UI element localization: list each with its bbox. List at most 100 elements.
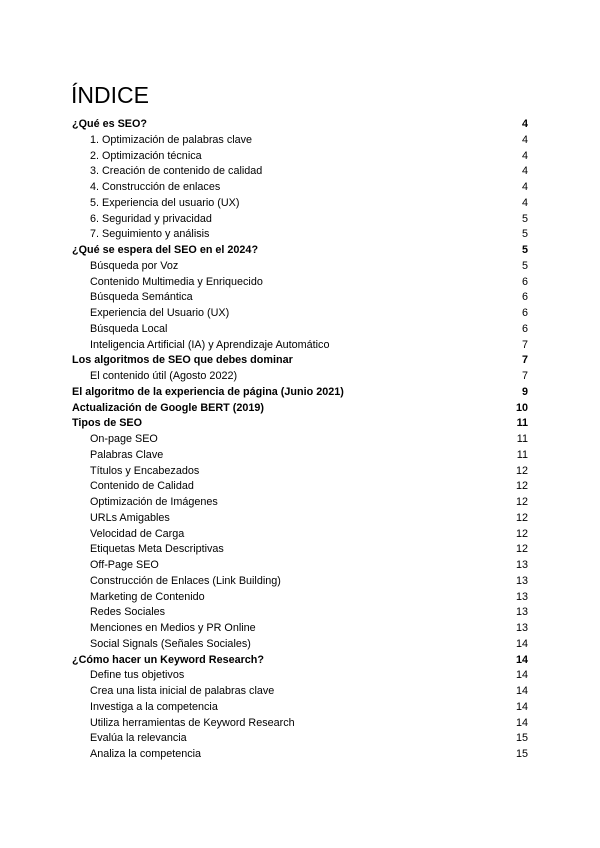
toc-entry-label: Palabras Clave [90, 448, 164, 461]
toc-entry-label: Títulos y Encabezados [90, 464, 200, 477]
toc-section-entry[interactable]: Tipos de SEO 11 [72, 416, 528, 432]
toc-entry-label: Tipos de SEO [72, 417, 142, 430]
toc-subsection-entry[interactable]: Etiquetas Meta Descriptivas 12 [72, 542, 528, 558]
toc-page-number: 4 [521, 196, 528, 209]
toc-entry-label: Velocidad de Carga [90, 527, 185, 540]
toc-subsection-entry[interactable]: Búsqueda Local 6 [72, 322, 528, 338]
toc-page-number: 15 [515, 748, 528, 760]
toc-entry-label: 4. Construcción de enlaces [90, 181, 221, 193]
toc-subsection-entry[interactable]: Experiencia del Usuario (UX) 6 [72, 306, 528, 322]
toc-page-number: 14 [515, 669, 528, 682]
toc-page-number: 9 [521, 385, 528, 398]
toc-entry-label: Marketing de Contenido [90, 590, 205, 603]
toc-page-number: 14 [515, 685, 528, 697]
toc-page-number: 10 [515, 401, 528, 414]
toc-page-number: 13 [515, 574, 528, 587]
toc-subsection-entry[interactable]: Búsqueda Semántica 6 [72, 290, 528, 306]
toc-subsection-entry[interactable]: Redes Sociales 13 [72, 605, 528, 621]
toc-page-number: 5 [521, 212, 528, 225]
toc-subsection-entry[interactable]: Off-Page SEO 13 [72, 558, 528, 574]
toc-subsection-entry[interactable]: Títulos y Encabezados 12 [72, 464, 528, 480]
toc-entry-label: Los algoritmos de SEO que debes dominar [72, 354, 293, 367]
toc-page-number: 12 [515, 543, 528, 556]
toc-entry-label: 3. Creación de contenido de calidad [90, 165, 263, 178]
toc-subsection-entry[interactable]: Palabras Clave 11 [72, 448, 528, 464]
toc-entry-label: Búsqueda Semántica [90, 291, 193, 304]
toc-entry-label: Etiquetas Meta Descriptivas [90, 543, 224, 556]
page-title: ÍNDICE [71, 82, 149, 108]
toc-subsection-entry[interactable]: Investiga a la competencia 14 [72, 700, 528, 716]
toc-page-number: 12 [515, 511, 528, 524]
toc-page-number: 12 [515, 480, 528, 493]
toc-subsection-entry[interactable]: Analiza la competencia 15 [72, 747, 528, 763]
toc-entry-label: Optimización de Imágenes [90, 496, 218, 508]
toc-subsection-entry[interactable]: Contenido de Calidad 12 [72, 479, 528, 495]
toc-entry-label: Menciones en Medios y PR Online [90, 622, 256, 634]
toc-entry-label: El contenido útil (Agosto 2022) [90, 370, 238, 382]
toc-entry-label: Analiza la competencia [90, 748, 202, 760]
toc-subsection-entry[interactable]: On-page SEO 11 [72, 432, 528, 448]
toc-subsection-entry[interactable]: Menciones en Medios y PR Online 13 [72, 621, 528, 637]
toc-subsection-entry[interactable]: 5. Experiencia del usuario (UX) 4 [72, 196, 528, 212]
toc-subsection-entry[interactable]: Construcción de Enlaces (Link Building) 1… [72, 574, 528, 590]
toc-page-number: 14 [515, 637, 528, 650]
toc-section-entry[interactable]: El algoritmo de la experiencia de página… [72, 385, 528, 401]
toc-entry-label: ¿Cómo hacer un Keyword Research? [72, 653, 264, 666]
toc-subsection-entry[interactable]: Crea una lista inicial de palabras clave… [72, 684, 528, 700]
toc-page-number: 7 [521, 354, 528, 367]
table-of-contents: ¿Qué es SEO? 4 1. Optimización de palabras… [72, 117, 528, 763]
toc-entry-label: URLs Amigables [90, 511, 170, 524]
toc-entry-label: Contenido de Calidad [90, 480, 194, 493]
toc-entry-label: Investiga a la competencia [90, 700, 218, 713]
toc-subsection-entry[interactable]: Búsqueda por Voz 5 [72, 259, 528, 275]
toc-entry-label: El algoritmo de la experiencia de página… [72, 385, 344, 398]
toc-entry-label: Crea una lista inicial de palabras clave [90, 685, 275, 697]
toc-subsection-entry[interactable]: Inteligencia Artificial (IA) y Aprendiza… [72, 338, 528, 354]
toc-entry-label: 7. Seguimiento y análisis [90, 228, 210, 241]
toc-subsection-entry[interactable]: Utiliza herramientas de Keyword Research… [72, 716, 528, 732]
toc-entry-label: Inteligencia Artificial (IA) y Aprendiza… [90, 338, 330, 351]
toc-page-number: 12 [515, 496, 528, 508]
toc-subsection-entry[interactable]: 6. Seguridad y privacidad 5 [72, 212, 528, 228]
toc-section-entry[interactable]: ¿Qué es SEO? 4 [72, 117, 528, 133]
toc-page-number: 13 [515, 590, 528, 603]
toc-subsection-entry[interactable]: Define tus objetivos 14 [72, 668, 528, 684]
toc-subsection-entry[interactable]: Evalúa la relevancia 15 [72, 731, 528, 747]
toc-page-number: 7 [521, 338, 528, 351]
toc-subsection-entry[interactable]: Optimización de Imágenes 12 [72, 495, 528, 511]
toc-entry-label: ¿Qué se espera del SEO en el 2024? [72, 244, 259, 256]
toc-subsection-entry[interactable]: 3. Creación de contenido de calidad 4 [72, 164, 528, 180]
toc-section-entry[interactable]: Los algoritmos de SEO que debes dominar 7 [72, 353, 528, 369]
toc-entry-label: 6. Seguridad y privacidad [90, 212, 212, 225]
toc-page-number: 13 [515, 622, 528, 634]
toc-subsection-entry[interactable]: El contenido útil (Agosto 2022) 7 [72, 369, 528, 385]
toc-page-number: 14 [515, 700, 528, 713]
toc-section-entry[interactable]: ¿Cómo hacer un Keyword Research? 14 [72, 653, 528, 669]
toc-page-number: 13 [515, 606, 528, 619]
toc-page-number: 4 [521, 149, 528, 162]
toc-entry-label: Experiencia del Usuario (UX) [90, 307, 230, 319]
toc-subsection-entry[interactable]: 2. Optimización técnica 4 [72, 149, 528, 165]
toc-subsection-entry[interactable]: Velocidad de Carga 12 [72, 527, 528, 543]
toc-subsection-entry[interactable]: Social Signals (Señales Sociales) 14 [72, 637, 528, 653]
toc-subsection-entry[interactable]: 7. Seguimiento y análisis 5 [72, 227, 528, 243]
toc-entry-label: Off-Page SEO [90, 559, 159, 571]
toc-page-number: 14 [515, 716, 528, 729]
toc-subsection-entry[interactable]: 4. Construcción de enlaces 4 [72, 180, 528, 196]
toc-subsection-entry[interactable]: Contenido Multimedia y Enriquecido 6 [72, 275, 528, 291]
toc-page-number: 11 [516, 433, 528, 445]
toc-page-number: 6 [521, 291, 528, 304]
toc-entry-label: Define tus objetivos [90, 669, 185, 682]
toc-section-entry[interactable]: Actualización de Google BERT (2019) 10 [72, 401, 528, 417]
toc-page-number: 14 [515, 653, 528, 666]
toc-entry-label: Contenido Multimedia y Enriquecido [90, 275, 263, 288]
toc-entry-label: Actualización de Google BERT (2019) [72, 401, 264, 414]
toc-entry-label: On-page SEO [90, 433, 158, 445]
toc-page-number: 11 [516, 417, 528, 430]
toc-entry-label: 2. Optimización técnica [90, 149, 202, 162]
toc-subsection-entry[interactable]: 1. Optimización de palabras clave 4 [72, 133, 528, 149]
toc-section-entry[interactable]: ¿Qué se espera del SEO en el 2024? 5 [72, 243, 528, 259]
toc-entry-label: Búsqueda Local [90, 322, 168, 335]
toc-subsection-entry[interactable]: URLs Amigables 12 [72, 511, 528, 527]
toc-subsection-entry[interactable]: Marketing de Contenido 13 [72, 590, 528, 606]
